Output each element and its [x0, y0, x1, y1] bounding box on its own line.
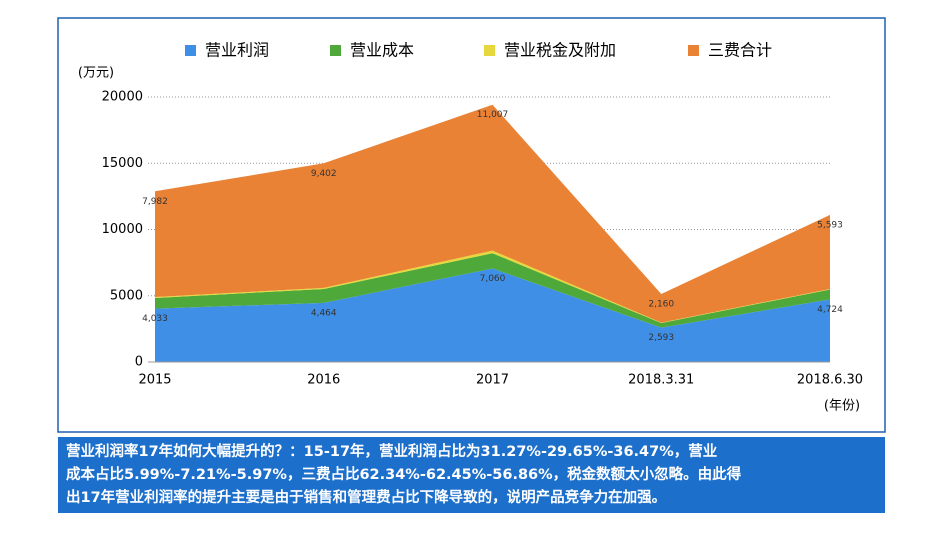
area: [155, 253, 830, 328]
y-tick-label: 5000: [110, 288, 143, 303]
data-label: 2,160: [648, 299, 674, 309]
legend-label: 营业成本: [350, 41, 414, 60]
data-label: 7,060: [480, 274, 506, 284]
x-tick-label: 2017: [476, 373, 509, 388]
legend-swatch: [688, 45, 699, 56]
legend-label: 营业税金及附加: [504, 41, 616, 60]
text-box-lines: 营业利润率17年如何大幅提升的？：15-17年，营业利润占比为31.27%-29…: [66, 442, 742, 506]
area: [155, 104, 830, 323]
legend-label: 三费合计: [708, 41, 772, 60]
area: [155, 268, 830, 362]
data-label: 7,982: [142, 197, 168, 207]
y-unit: (万元): [78, 66, 114, 81]
data-label: 2,593: [648, 333, 674, 343]
data-label: 4,724: [817, 305, 843, 315]
x-tick-label: 2018.6.30: [797, 373, 863, 388]
text-box-line: 成本占比5.99%-7.21%-5.97%，三费占比62.34%-62.45%-…: [66, 465, 742, 483]
x-tick-label: 2016: [307, 373, 340, 388]
legend-swatch: [330, 45, 341, 56]
data-label: 11,007: [477, 110, 509, 120]
text-box: [58, 437, 885, 513]
text-box-line: 营业利润率17年如何大幅提升的？：15-17年，营业利润占比为31.27%-29…: [66, 442, 717, 460]
y-tick-label: 0: [135, 355, 143, 370]
x-tick-label: 2015: [138, 373, 171, 388]
text-box-line: 出17年营业利润率的提升主要是由于销售和管理费占比下降导致的，说明产品竞争力在加…: [66, 488, 666, 506]
data-label: 4,033: [142, 314, 168, 324]
y-tick-label: 15000: [102, 156, 143, 171]
y-tick-label: 20000: [102, 90, 143, 105]
legend-swatch: [185, 45, 196, 56]
legend-swatch: [484, 45, 495, 56]
data-label: 9,402: [311, 169, 337, 179]
data-label: 5,593: [817, 220, 843, 230]
y-tick-label: 10000: [102, 222, 143, 237]
data-label: 4,464: [311, 308, 337, 318]
x-tick-label: 2018.3.31: [628, 373, 694, 388]
x-unit: (年份): [824, 399, 860, 414]
legend-label: 营业利润: [205, 41, 269, 60]
